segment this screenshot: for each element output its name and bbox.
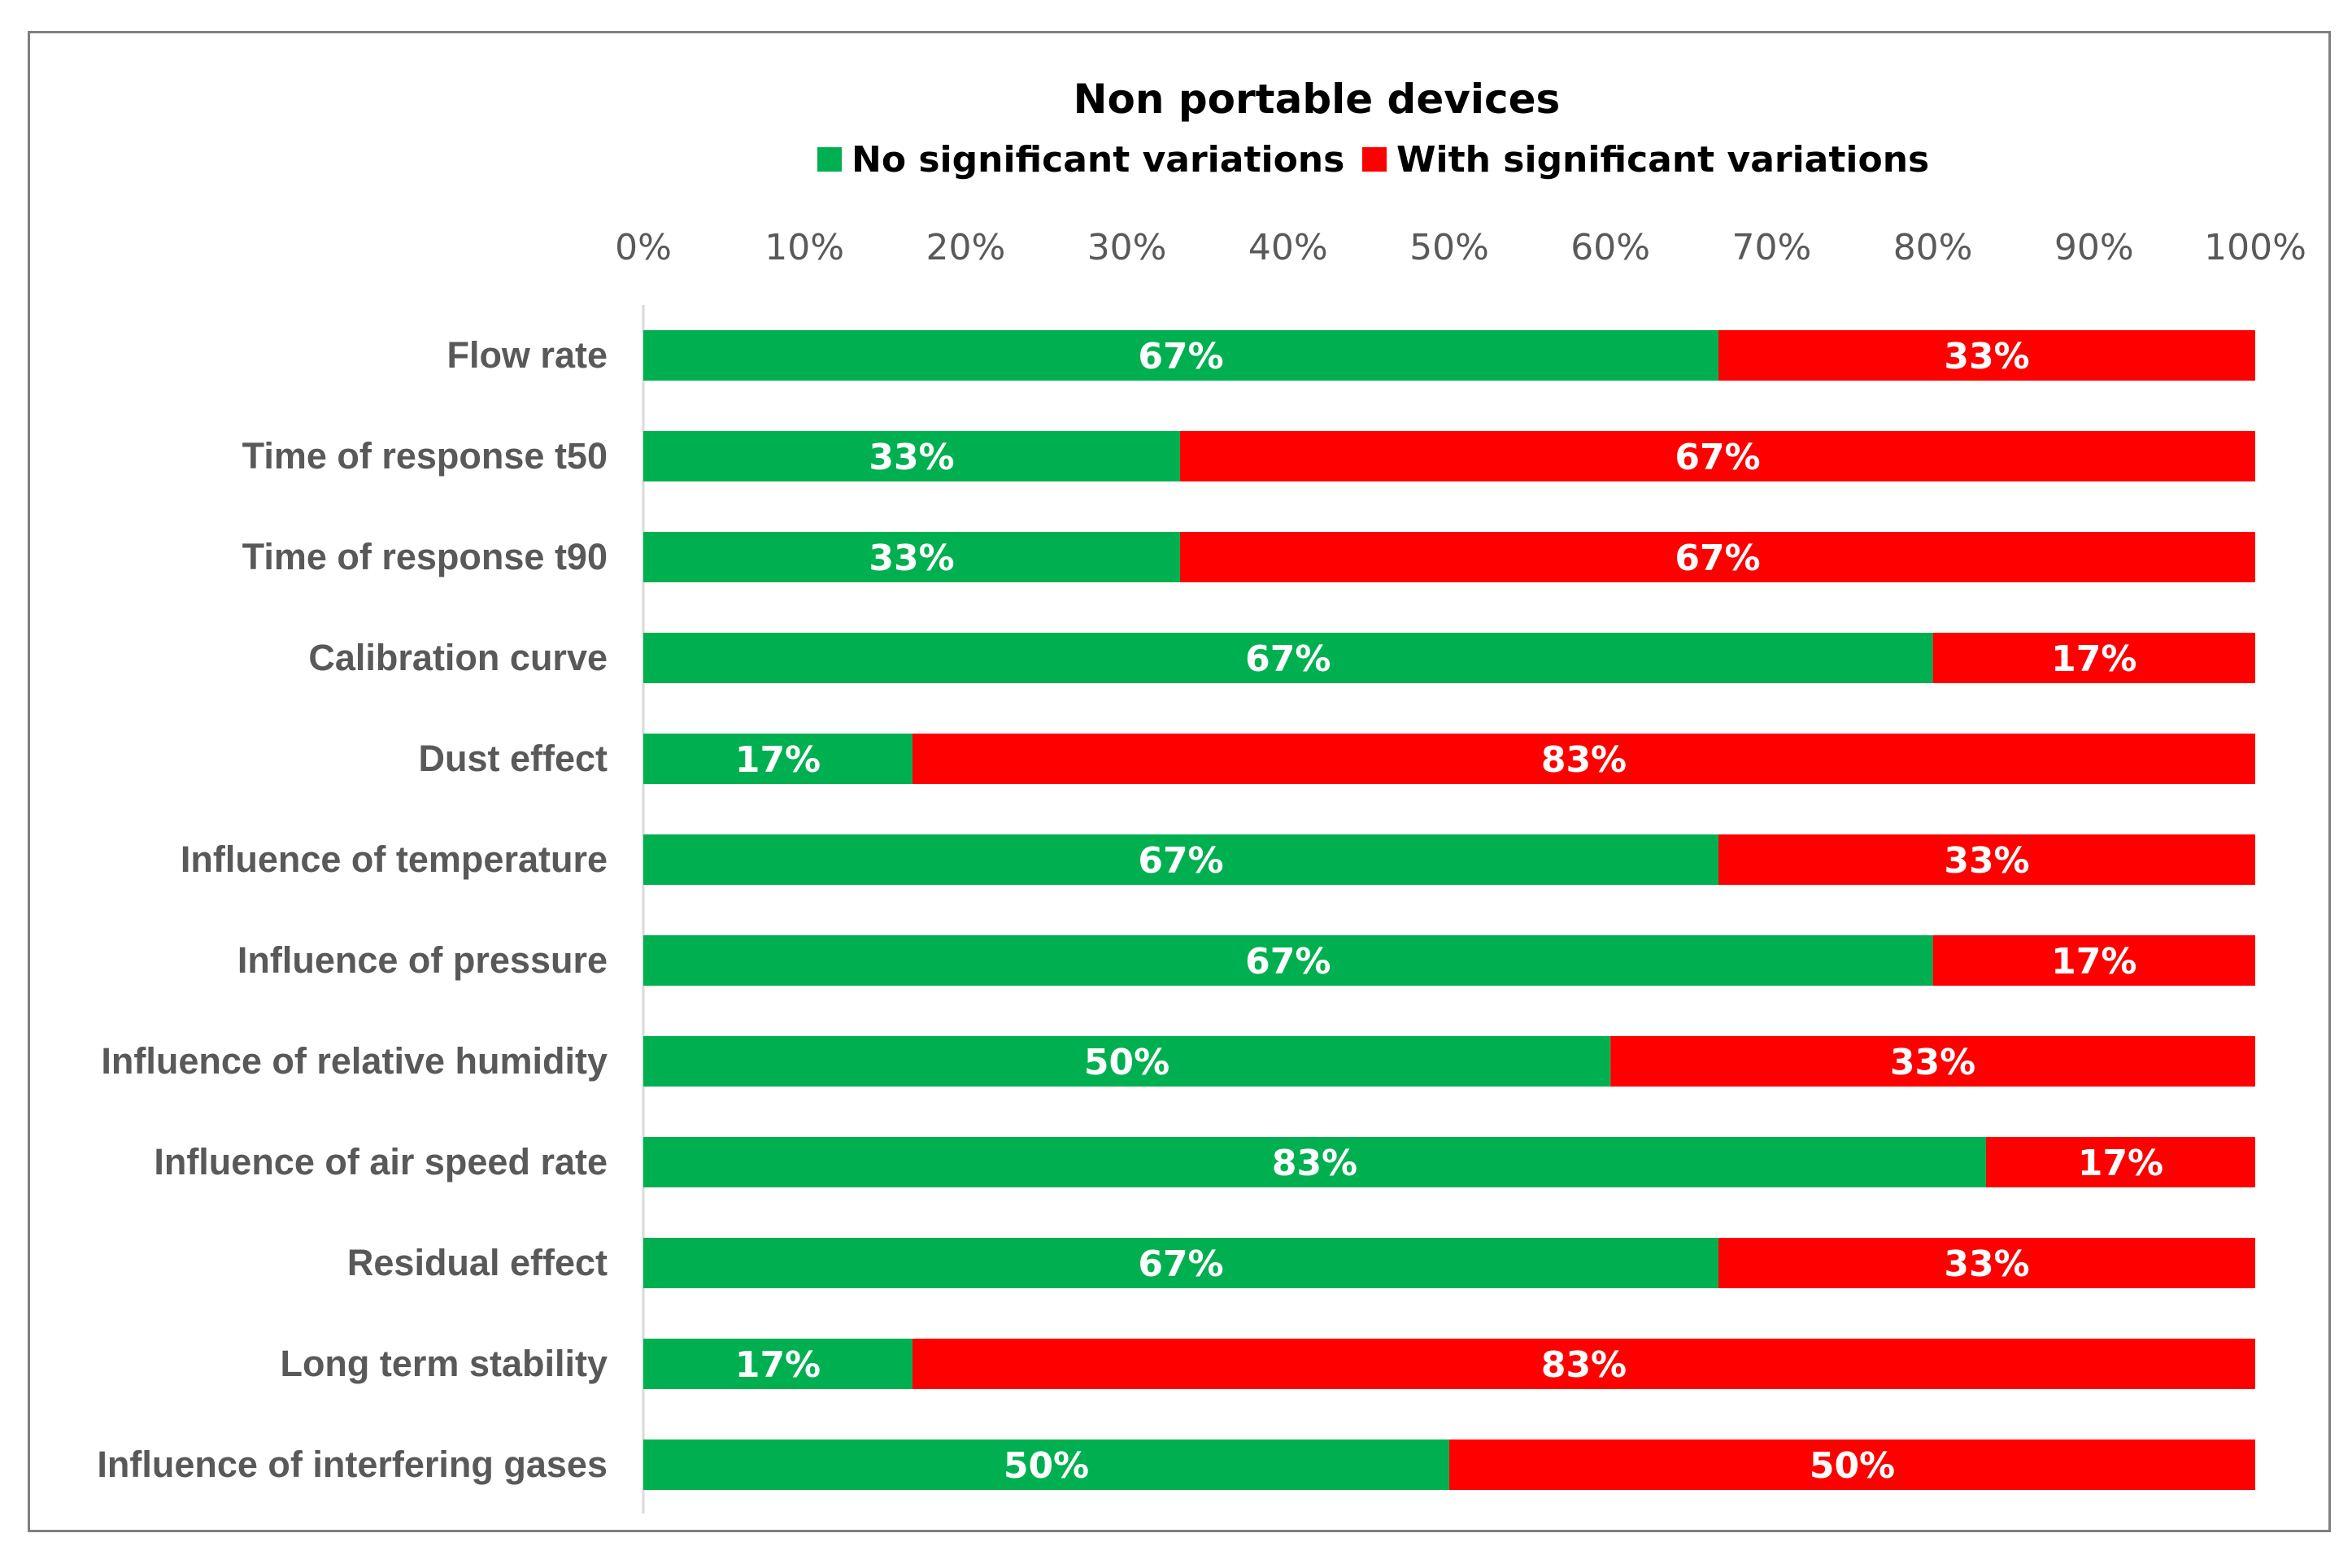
- data-label: 67%: [1245, 638, 1331, 680]
- x-tick-label: 40%: [1248, 227, 1328, 268]
- x-tick-label: 100%: [2204, 227, 2306, 268]
- bar-segment-no-variation: [643, 330, 1718, 381]
- data-label: 33%: [1944, 840, 2029, 882]
- bar-segment-no-variation: [643, 1440, 1449, 1490]
- legend-swatch-0: [817, 147, 842, 172]
- x-tick-label: 90%: [2054, 227, 2134, 268]
- bar-segment-no-variation: [643, 532, 1181, 582]
- x-tick-label: 0%: [615, 227, 672, 268]
- data-label: 67%: [1138, 1244, 1223, 1285]
- data-label: 50%: [1810, 1445, 1895, 1487]
- data-label: 67%: [1245, 941, 1331, 982]
- data-label: 17%: [735, 1344, 821, 1386]
- category-label: Time of response t50: [242, 435, 608, 477]
- x-tick-label: 20%: [926, 227, 1006, 268]
- category-label: Long term stability: [280, 1343, 608, 1384]
- bar-segment-with-variation: [1932, 633, 2255, 683]
- category-label: Calibration curve: [308, 637, 608, 678]
- data-label: 83%: [1541, 739, 1627, 781]
- bar-segment-with-variation: [1180, 431, 2255, 481]
- chart-frame: Non portable devices No significant vari…: [28, 31, 2331, 1532]
- data-label: 33%: [869, 437, 954, 478]
- bar-segment-no-variation: [643, 1036, 1611, 1087]
- bar-segment-no-variation: [643, 834, 1718, 885]
- bar-segment-with-variation: [1449, 1440, 2255, 1490]
- data-label: 17%: [735, 739, 821, 781]
- category-label: Influence of relative humidity: [101, 1040, 608, 1082]
- bar-segment-with-variation: [1932, 935, 2255, 986]
- category-label: Residual effect: [347, 1242, 608, 1283]
- chart-title: Non portable devices: [1074, 76, 1561, 123]
- data-label: 67%: [1675, 437, 1760, 478]
- data-label: 67%: [1138, 336, 1223, 377]
- bar-segment-with-variation: [912, 734, 2255, 784]
- bar-segment-with-variation: [912, 1339, 2255, 1389]
- data-label: 33%: [1944, 1244, 2029, 1285]
- data-label: 17%: [2078, 1143, 2163, 1184]
- x-tick-label: 50%: [1409, 227, 1489, 268]
- category-label: Influence of air speed rate: [154, 1141, 608, 1183]
- data-label: 83%: [1272, 1143, 1357, 1184]
- x-tick-label: 10%: [764, 227, 844, 268]
- x-tick-label: 70%: [1732, 227, 1812, 268]
- data-label: 17%: [2051, 941, 2136, 982]
- data-label: 67%: [1675, 538, 1760, 579]
- x-tick-label: 30%: [1087, 227, 1167, 268]
- x-tick-label: 80%: [1893, 227, 1973, 268]
- category-label: Time of response t90: [242, 536, 608, 577]
- category-label: Influence of temperature: [181, 838, 608, 880]
- bar-segment-with-variation: [1610, 1036, 2255, 1087]
- data-label: 17%: [2051, 638, 2136, 680]
- x-tick-label: 60%: [1570, 227, 1650, 268]
- legend-label-0: No significant variations: [852, 139, 1344, 181]
- legend-label-1: With significant variations: [1396, 139, 1929, 181]
- category-label: Influence of interfering gases: [97, 1444, 608, 1485]
- bar-segment-no-variation: [643, 935, 1933, 986]
- bar-segment-no-variation: [643, 1238, 1718, 1288]
- data-label: 33%: [1890, 1042, 1975, 1083]
- bar-segment-no-variation: [643, 734, 912, 784]
- bars: 67% 33% 33% 67% 33% 67% 67% 17% 17% 83% 67% 33% 67% 1…: [643, 330, 2255, 1490]
- legend-swatch-1: [1362, 147, 1387, 172]
- bar-segment-no-variation: [643, 633, 1933, 683]
- x-axis-ticks: 0% 10% 20% 30% 40% 50% 60% 70% 80% 90% 100%: [615, 227, 2306, 268]
- data-label: 50%: [1084, 1042, 1169, 1083]
- stacked-bar-chart: Non portable devices No significant vari…: [97, 76, 2306, 1514]
- bar-segment-no-variation: [643, 1137, 1987, 1187]
- bar-segment-with-variation: [1986, 1137, 2255, 1187]
- data-label: 67%: [1138, 840, 1223, 882]
- legend: No significant variations With significan…: [817, 139, 1929, 181]
- category-labels: Flow rate Time of response t50 Time of res…: [97, 334, 608, 1485]
- bar-segment-no-variation: [643, 431, 1181, 481]
- bar-segment-no-variation: [643, 1339, 912, 1389]
- data-label: 50%: [1004, 1445, 1089, 1487]
- data-label: 33%: [869, 538, 954, 579]
- bar-segment-with-variation: [1718, 330, 2255, 381]
- bar-segment-with-variation: [1718, 834, 2255, 885]
- bar-segment-with-variation: [1718, 1238, 2255, 1288]
- category-label: Dust effect: [418, 738, 608, 779]
- category-label: Influence of pressure: [237, 939, 608, 981]
- category-label: Flow rate: [446, 334, 608, 376]
- data-label: 33%: [1944, 336, 2029, 377]
- bar-segment-with-variation: [1180, 532, 2255, 582]
- data-label: 83%: [1541, 1344, 1627, 1386]
